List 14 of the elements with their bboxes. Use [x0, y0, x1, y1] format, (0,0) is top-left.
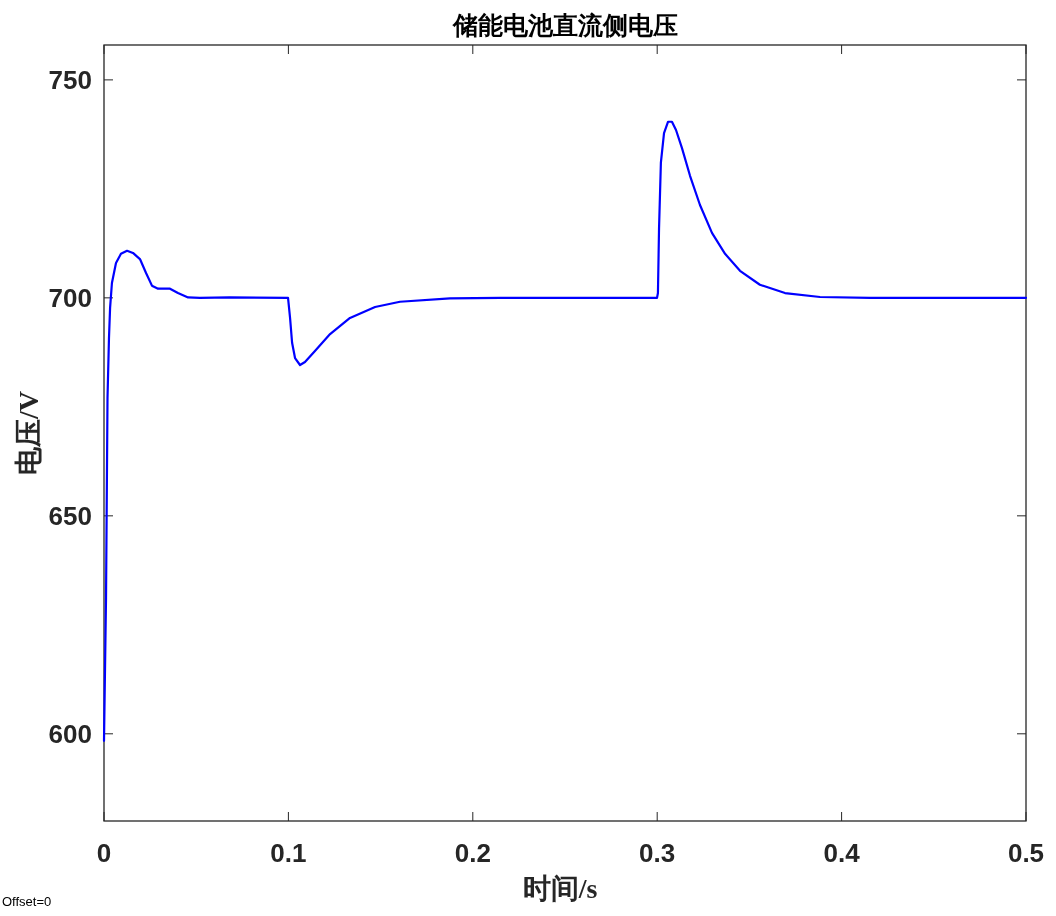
x-tick-label: 0.1: [270, 838, 307, 868]
x-tick-label: 0.3: [639, 838, 676, 868]
x-tick-label: 0.4: [823, 838, 861, 868]
y-tick-label: 600: [48, 718, 92, 749]
text: Offset=0: [2, 894, 52, 909]
x-tick-label: 0.2: [454, 838, 491, 868]
y-tick-label: 650: [48, 500, 92, 531]
y-tick-label: 700: [48, 282, 92, 313]
x-tick-label: 0: [96, 838, 112, 868]
x-axis-title: 时间/s: [522, 873, 598, 904]
chart-title: 储能电池直流侧电压: [451, 12, 678, 39]
y-axis-title: 电压/V: [13, 391, 44, 475]
x-tick-label: 0.5: [1007, 838, 1045, 868]
y-tick-label: 750: [48, 64, 92, 95]
